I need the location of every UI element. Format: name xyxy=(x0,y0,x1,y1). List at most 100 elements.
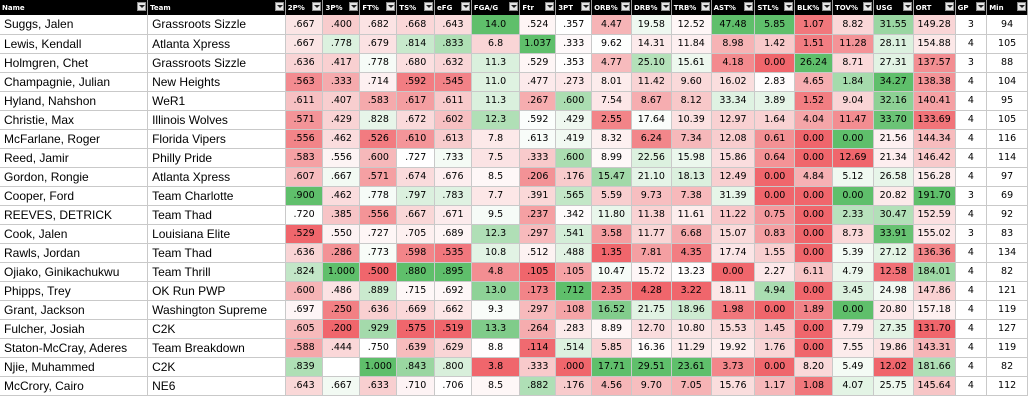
cell-fga-g[interactable]: 7.5 xyxy=(471,148,521,168)
cell-tov[interactable]: 11.28 xyxy=(832,34,874,54)
cell-usg[interactable]: 31.55 xyxy=(873,15,914,35)
filter-dropdown-icon[interactable] xyxy=(784,2,794,11)
cell-2p[interactable]: .643 xyxy=(285,376,324,396)
cell-min[interactable]: 95 xyxy=(986,91,1028,111)
cell-name[interactable]: Grant, Jackson xyxy=(0,300,149,320)
cell-blk[interactable]: 8.20 xyxy=(794,357,833,377)
column-header-ft[interactable]: FT% xyxy=(359,0,398,15)
cell-usg[interactable]: 20.80 xyxy=(873,300,914,320)
cell-ast[interactable]: 12.08 xyxy=(711,129,756,149)
cell-ast[interactable]: 16.02 xyxy=(711,72,756,92)
cell-usg[interactable]: 33.70 xyxy=(873,110,914,130)
cell-ort[interactable]: 143.31 xyxy=(913,338,956,358)
cell-orb[interactable]: 4.56 xyxy=(591,376,632,396)
cell-min[interactable]: 119 xyxy=(986,300,1028,320)
cell-gp[interactable]: 4 xyxy=(955,376,988,396)
cell-tov[interactable]: 3.45 xyxy=(832,281,874,301)
cell-name[interactable]: Lewis, Kendall xyxy=(0,34,149,54)
cell-ftr[interactable]: .882 xyxy=(519,376,557,396)
cell-min[interactable]: 82 xyxy=(986,262,1028,282)
cell-3p[interactable]: .462 xyxy=(322,129,361,149)
cell-ftr[interactable]: .267 xyxy=(519,91,557,111)
cell-drb[interactable]: 8.67 xyxy=(631,91,672,111)
cell-efg[interactable]: .629 xyxy=(434,338,472,358)
cell-orb[interactable]: 8.89 xyxy=(591,319,632,339)
cell-min[interactable]: 69 xyxy=(986,186,1028,206)
cell-2p[interactable]: .556 xyxy=(285,129,324,149)
cell-3pt[interactable]: .600 xyxy=(555,148,593,168)
filter-dropdown-icon[interactable] xyxy=(349,2,359,11)
filter-dropdown-icon[interactable] xyxy=(509,2,519,11)
cell-3p[interactable]: .667 xyxy=(322,376,361,396)
cell-2p[interactable]: .571 xyxy=(285,110,324,130)
cell-ft[interactable]: .682 xyxy=(359,15,398,35)
cell-name[interactable]: Suggs, Jalen xyxy=(0,15,149,35)
cell-fga-g[interactable]: 9.5 xyxy=(471,205,521,225)
cell-blk[interactable]: 0.00 xyxy=(794,281,833,301)
cell-ast[interactable]: 12.49 xyxy=(711,167,756,187)
cell-tov[interactable]: 4.79 xyxy=(832,262,874,282)
cell-ft[interactable]: .636 xyxy=(359,300,398,320)
cell-usg[interactable]: 21.34 xyxy=(873,148,914,168)
cell-gp[interactable]: 4 xyxy=(955,357,988,377)
cell-3p[interactable]: 1.000 xyxy=(322,262,361,282)
cell-trb[interactable]: 11.61 xyxy=(671,205,712,225)
cell-efg[interactable]: .733 xyxy=(434,148,472,168)
cell-drb[interactable]: 4.28 xyxy=(631,281,672,301)
cell-ast[interactable]: 3.73 xyxy=(711,357,756,377)
cell-tov[interactable]: 11.47 xyxy=(832,110,874,130)
cell-trb[interactable]: 3.22 xyxy=(671,281,712,301)
cell-trb[interactable]: 8.12 xyxy=(671,91,712,111)
column-header-ort[interactable]: ORT xyxy=(913,0,956,15)
cell-name[interactable]: Gordon, Rongie xyxy=(0,167,149,187)
cell-team[interactable]: Atlanta Xpress xyxy=(147,167,286,187)
cell-team[interactable]: Illinois Wolves xyxy=(147,110,286,130)
cell-blk[interactable]: 1.51 xyxy=(794,34,833,54)
cell-name[interactable]: Fulcher, Josiah xyxy=(0,319,149,339)
cell-name[interactable]: McCrory, Cairo xyxy=(0,376,149,396)
cell-min[interactable]: 88 xyxy=(986,53,1028,73)
cell-ort[interactable]: 147.86 xyxy=(913,281,956,301)
cell-blk[interactable]: 0.00 xyxy=(794,186,833,206)
cell-blk[interactable]: 0.00 xyxy=(794,338,833,358)
cell-usg[interactable]: 21.56 xyxy=(873,129,914,149)
cell-orb[interactable]: 7.54 xyxy=(591,91,632,111)
cell-usg[interactable]: 19.86 xyxy=(873,338,914,358)
cell-gp[interactable]: 4 xyxy=(955,300,988,320)
cell-ast[interactable]: 33.34 xyxy=(711,91,756,111)
column-header-ast[interactable]: AST% xyxy=(711,0,756,15)
filter-dropdown-icon[interactable] xyxy=(976,2,986,11)
cell-2p[interactable]: .697 xyxy=(285,300,324,320)
cell-ft[interactable]: .526 xyxy=(359,129,398,149)
cell-drb[interactable]: 6.24 xyxy=(631,129,672,149)
cell-min[interactable]: 82 xyxy=(986,357,1028,377)
cell-ast[interactable]: 31.39 xyxy=(711,186,756,206)
cell-ts[interactable]: .710 xyxy=(396,376,436,396)
cell-name[interactable]: Hyland, Nahshon xyxy=(0,91,149,111)
cell-ts[interactable]: .668 xyxy=(396,15,436,35)
cell-stl[interactable]: 0.00 xyxy=(754,357,796,377)
cell-2p[interactable]: .588 xyxy=(285,338,324,358)
cell-name[interactable]: Ojiako, Ginikachukwu xyxy=(0,262,149,282)
cell-name[interactable]: Reed, Jamir xyxy=(0,148,149,168)
cell-ort[interactable]: 146.42 xyxy=(913,148,956,168)
cell-trb[interactable]: 15.61 xyxy=(671,53,712,73)
cell-2p[interactable]: .600 xyxy=(285,281,324,301)
cell-ort[interactable]: 184.01 xyxy=(913,262,956,282)
cell-drb[interactable]: 14.31 xyxy=(631,34,672,54)
cell-tov[interactable]: 0.00 xyxy=(832,186,874,206)
cell-tov[interactable]: 8.71 xyxy=(832,53,874,73)
cell-trb[interactable]: 13.23 xyxy=(671,262,712,282)
cell-ort[interactable]: 144.34 xyxy=(913,129,956,149)
cell-trb[interactable]: 11.84 xyxy=(671,34,712,54)
cell-name[interactable]: Cooper, Ford xyxy=(0,186,149,206)
cell-stl[interactable]: 1.55 xyxy=(754,243,796,263)
cell-trb[interactable]: 7.34 xyxy=(671,129,712,149)
filter-dropdown-icon[interactable] xyxy=(312,2,322,11)
cell-min[interactable]: 104 xyxy=(986,72,1028,92)
cell-drb[interactable]: 11.42 xyxy=(631,72,672,92)
cell-stl[interactable]: 0.75 xyxy=(754,205,796,225)
cell-ort[interactable]: 157.18 xyxy=(913,300,956,320)
cell-drb[interactable]: 11.77 xyxy=(631,224,672,244)
column-header-name[interactable]: Name xyxy=(0,0,149,15)
